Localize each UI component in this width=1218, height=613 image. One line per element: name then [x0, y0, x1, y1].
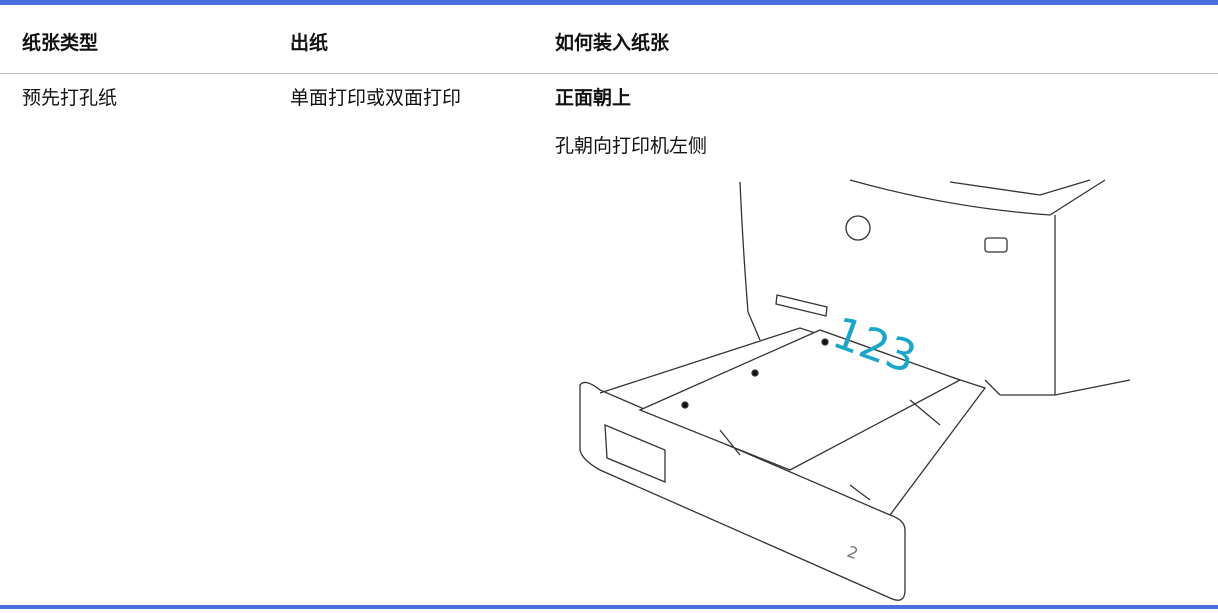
- hole: [681, 401, 689, 409]
- paper: [638, 329, 962, 471]
- power-button: [984, 237, 1008, 253]
- printer-edge: [849, 179, 1106, 216]
- logo: [845, 215, 871, 241]
- printer-edge: [1054, 215, 1131, 396]
- cell: 预先打孔纸: [22, 87, 118, 109]
- printer-edge: [949, 179, 1091, 196]
- header-cell: 如何装入纸张: [555, 32, 670, 54]
- hole: [821, 338, 829, 346]
- cell-note: 孔朝向打印机左侧: [555, 135, 708, 157]
- printer-edge: [747, 311, 1055, 396]
- header-cell: 纸张类型: [22, 32, 99, 54]
- tray-front: [579, 381, 906, 601]
- top-rule: [0, 0, 1218, 5]
- printer-edge: [739, 181, 749, 313]
- header-rule: [0, 73, 1218, 74]
- tray-handle: [604, 423, 666, 483]
- cell-emphasis: 正面朝上: [555, 87, 632, 109]
- hole: [751, 369, 759, 377]
- header-cell: 出纸: [290, 32, 329, 54]
- bottom-rule: [0, 605, 1218, 609]
- cell: 单面打印或双面打印: [290, 87, 462, 109]
- guide: [719, 399, 941, 501]
- slot: [775, 294, 828, 317]
